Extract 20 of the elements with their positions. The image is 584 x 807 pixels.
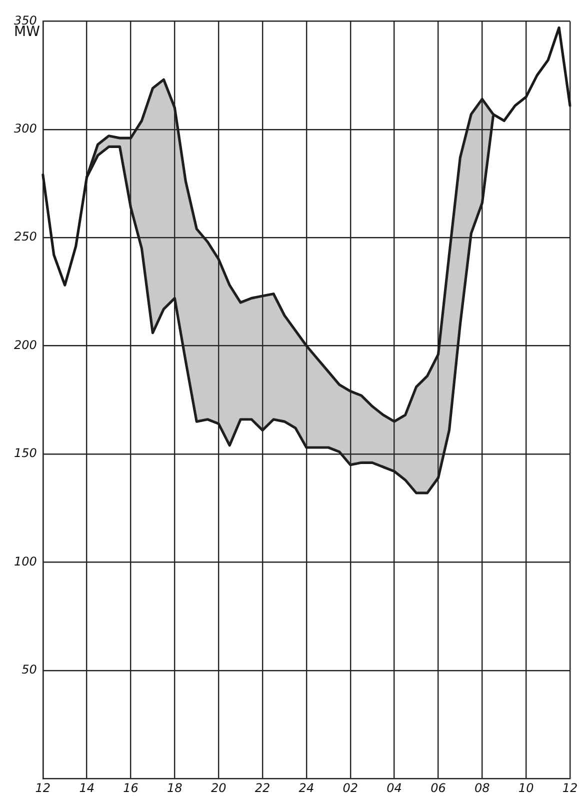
y-tick-label: 250 [14,230,38,244]
y-axis-title: MW [14,24,40,40]
x-tick-label: 12 [35,780,51,795]
y-tick-label: 300 [14,122,38,136]
y-tick-label: 100 [14,554,38,568]
x-tick-label: 24 [298,780,314,795]
x-tick-label: 06 [430,780,446,795]
x-tick-label: 02 [342,780,358,795]
x-tick-label: 20 [210,780,227,795]
x-tick-label: 16 [123,780,139,795]
y-tick-label: 200 [14,338,38,352]
x-tick-label: 22 [254,780,270,795]
x-tick-label: 04 [386,780,402,795]
x-tick-label: 14 [79,780,94,795]
x-tick-label: 18 [167,780,183,795]
x-tick-label: 12 [562,780,578,795]
x-tick-label: 08 [474,780,490,795]
x-tick-label: 10 [518,780,534,795]
y-tick-label: 50 [22,662,38,677]
y-tick-label: 150 [14,446,38,460]
